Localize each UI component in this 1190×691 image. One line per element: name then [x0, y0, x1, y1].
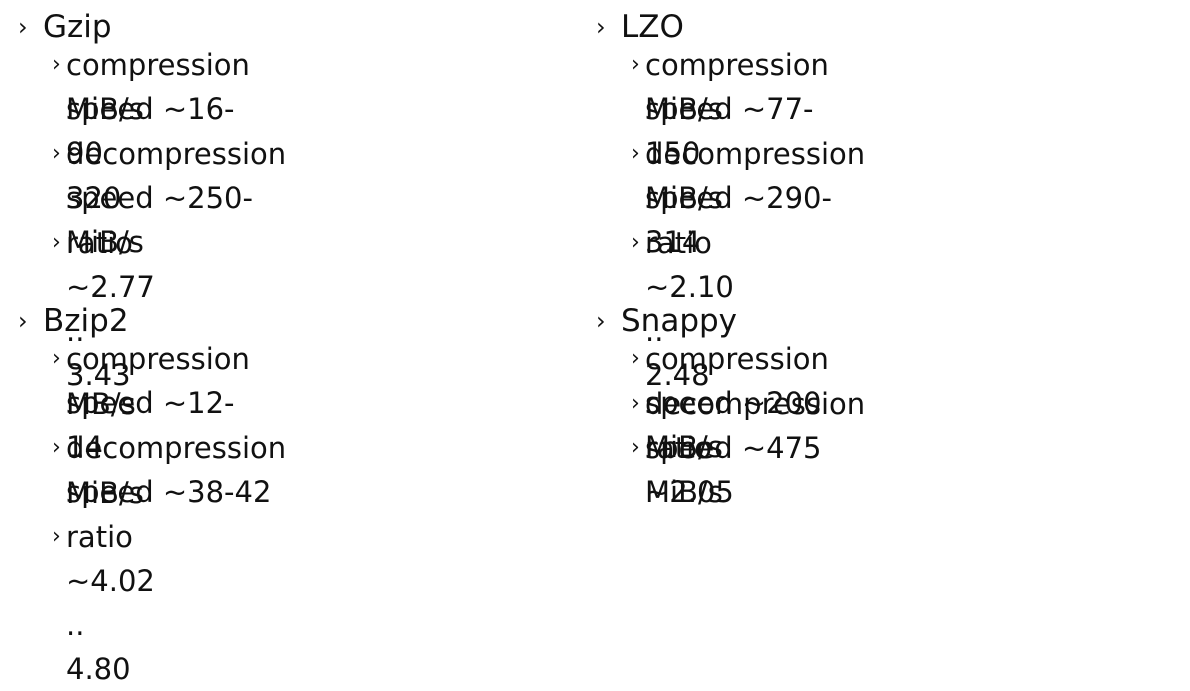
list-item-line: MB/s — [66, 387, 136, 421]
bullet-chevron-icon: › — [631, 141, 640, 166]
list-item-line: compression speed ~77-150 — [645, 48, 829, 170]
bullet-chevron-icon: › — [631, 435, 640, 460]
list-item-line: compression speed ~16-90 — [66, 48, 250, 170]
bullet-chevron-icon: › — [18, 13, 28, 41]
bullet-chevron-icon: › — [52, 435, 61, 460]
bullet-chevron-icon: › — [631, 346, 640, 371]
bullet-chevron-icon: › — [631, 230, 640, 255]
list-item-line: decompression speed ~250- — [66, 137, 287, 215]
codec-name: LZO — [621, 9, 684, 45]
codec-name: Bzip2 — [43, 303, 129, 339]
list-item-line: ratio ~2.05 — [645, 431, 734, 509]
bullet-chevron-icon: › — [18, 307, 28, 335]
bullet-chevron-icon: › — [52, 524, 61, 549]
bullet-chevron-icon: › — [596, 307, 606, 335]
list-item-line: decompression speed ~38-42 — [66, 431, 287, 509]
list-item-line: ratio ~2.10 .. 2.48 — [645, 226, 734, 392]
codec-name: Gzip — [43, 9, 112, 45]
list-item-line: compression speed ~12-14 — [66, 342, 250, 464]
bullet-chevron-icon: › — [52, 52, 61, 77]
list-item-line: MiB/s — [645, 92, 723, 126]
list-item-line: decompression speed ~290-314 — [645, 137, 866, 259]
bullet-chevron-icon: › — [52, 230, 61, 255]
list-item-line: MiB/s — [66, 476, 144, 510]
list-item-line: MiB/s — [645, 181, 723, 215]
bullet-chevron-icon: › — [596, 13, 606, 41]
bullet-chevron-icon: › — [52, 141, 61, 166]
list-item-line: compression speed ~200 MiB/s — [645, 342, 829, 464]
list-item-line: ratio ~2.77 .. 3.43 — [66, 226, 155, 392]
codec-name: Snappy — [621, 303, 738, 339]
list-item-line: decompression speed ~475 MiB/s — [645, 387, 866, 509]
bullet-chevron-icon: › — [631, 52, 640, 77]
list-item-line: 320 MiB/s — [66, 181, 144, 259]
list-item-line: ratio ~4.02 .. 4.80 — [66, 520, 155, 686]
bullet-chevron-icon: › — [631, 391, 640, 416]
list-item-line: MiB/s — [66, 92, 144, 126]
bullet-chevron-icon: › — [52, 346, 61, 371]
